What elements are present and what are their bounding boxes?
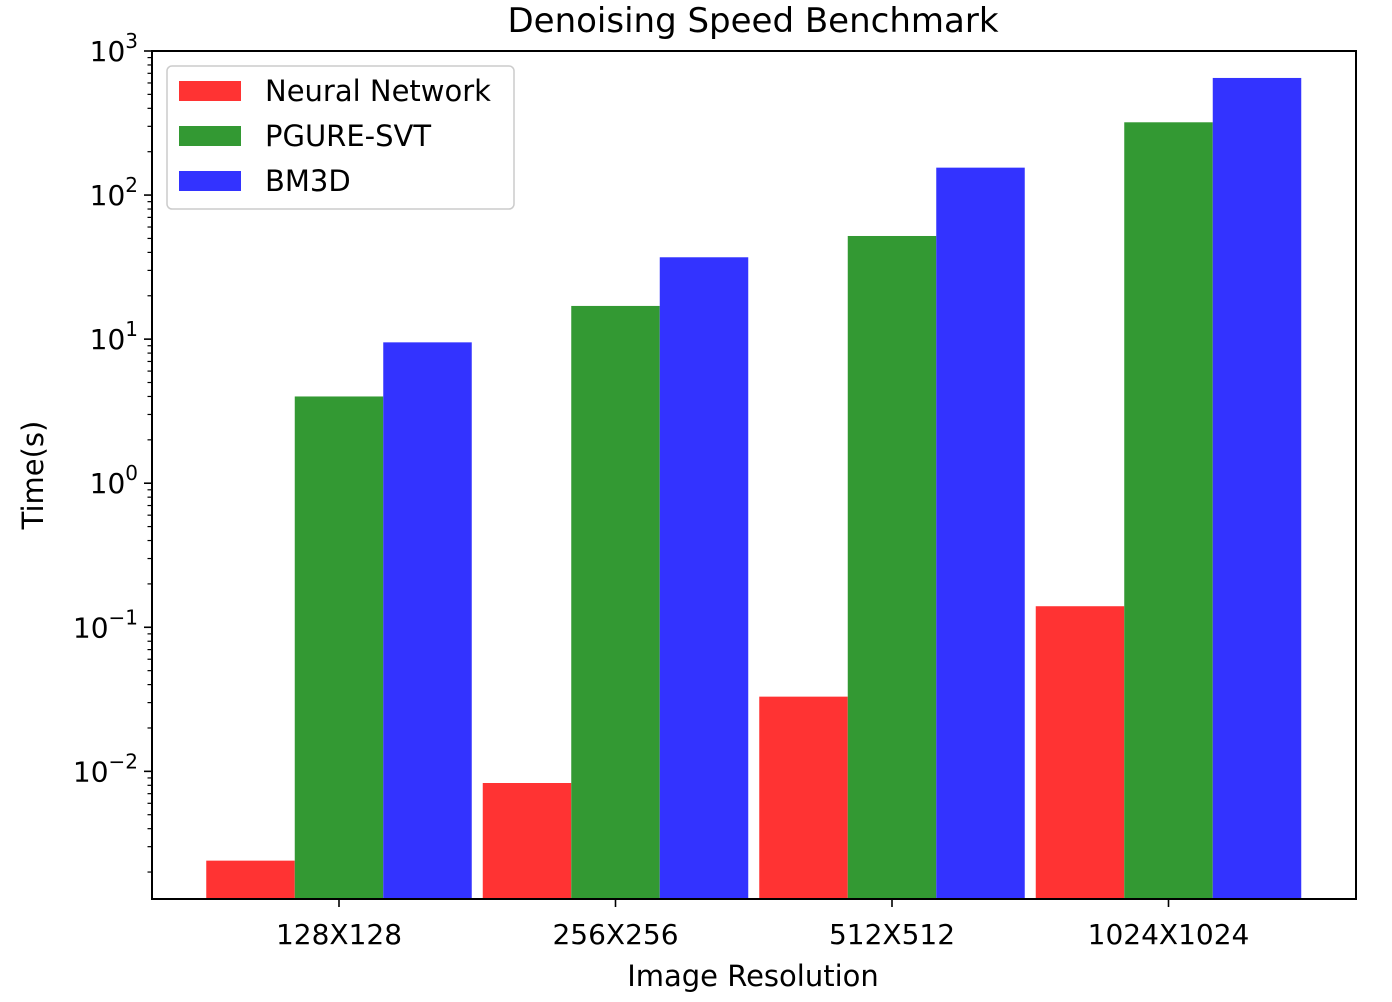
y-axis-label: Time(s) — [16, 421, 50, 531]
y-axis-ticks: 10−2 10−1 100 101 102 103 — [73, 29, 152, 873]
bar-bm3d-512x512 — [936, 167, 1025, 900]
bar-pgure-svt-512x512 — [847, 235, 937, 899]
bar-neural-network-512x512 — [759, 696, 848, 899]
legend-label: Neural Network — [265, 74, 491, 108]
bar-pgure-svt-256x256 — [571, 305, 660, 899]
y-tick-label: 103 — [90, 29, 138, 68]
legend-label: BM3D — [265, 164, 351, 198]
legend-box — [166, 65, 515, 210]
y-tick-label: 102 — [90, 173, 138, 212]
legend-swatch — [179, 171, 241, 191]
bar-bm3d-1024x1024 — [1212, 77, 1302, 900]
y-tick-label: 10−2 — [73, 749, 138, 788]
bar-neural-network-128x128 — [206, 860, 295, 899]
x-tick-label: 128X128 — [276, 918, 402, 951]
bar-pgure-svt-128x128 — [294, 396, 384, 899]
y-tick-label: 10−1 — [73, 605, 138, 644]
x-tick-label: 1024X1024 — [1088, 918, 1250, 951]
x-axis-label: Image Resolution — [627, 959, 879, 993]
chart-title: Denoising Speed Benchmark — [507, 1, 998, 41]
legend-label: PGURE-SVT — [265, 119, 431, 153]
bars-layer — [206, 77, 1302, 900]
bar-bm3d-128x128 — [383, 342, 472, 900]
bar-pgure-svt-1024x1024 — [1124, 122, 1213, 899]
legend-swatch — [179, 81, 241, 101]
bar-bm3d-256x256 — [659, 257, 749, 899]
bar-neural-network-1024x1024 — [1035, 606, 1125, 899]
x-tick-label: 512X512 — [829, 918, 955, 951]
y-tick-label: 100 — [90, 461, 138, 500]
bar-neural-network-256x256 — [482, 783, 572, 899]
y-tick-label: 101 — [90, 317, 138, 356]
legend: Neural Network PGURE-SVT BM3D — [166, 65, 515, 210]
legend-swatch — [179, 126, 241, 146]
x-axis-ticks: 128X128 256X256 512X512 1024X1024 — [276, 899, 1249, 951]
plot-frame — [151, 50, 1357, 900]
x-tick-label: 256X256 — [552, 918, 678, 951]
